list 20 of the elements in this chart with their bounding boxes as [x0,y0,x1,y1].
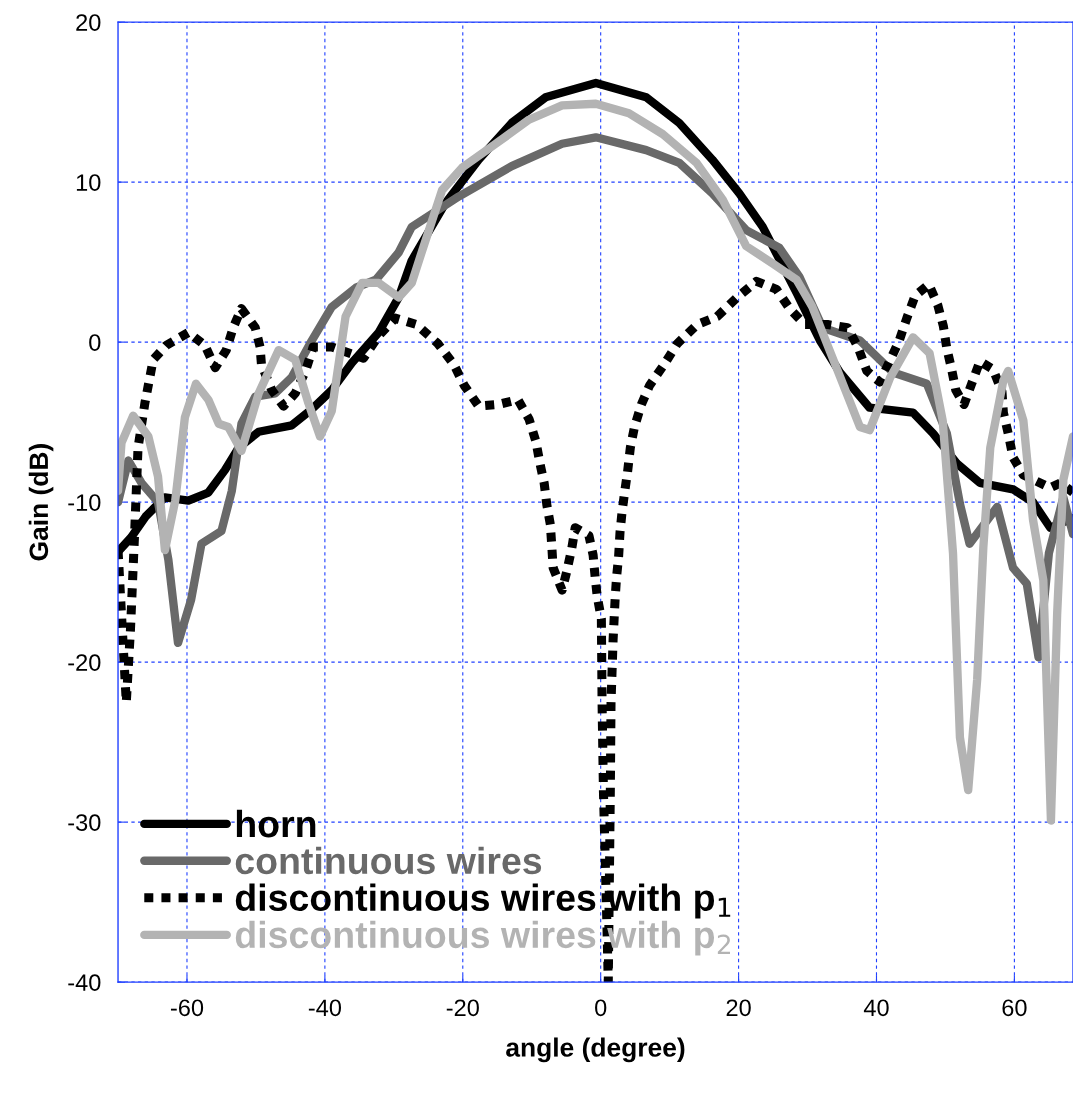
x-tick-label: -60 [170,999,204,1017]
y-axis-title: Gain (dB) [28,444,54,561]
x-tick-label: 20 [726,999,751,1017]
legend-label: horn [236,809,316,838]
x-tick-label: 60 [1002,999,1027,1017]
legend-label: discontinuous wires with p$_{2}$ [235,920,730,956]
x-tick-label: 0 [595,999,607,1017]
y-tick-label: -30 [68,814,101,831]
y-tick-label: 20 [76,14,101,31]
x-tick-label: -20 [446,999,479,1017]
x-tick-label: -40 [308,999,342,1017]
y-tick-label: 10 [76,174,101,191]
y-tick-label: -40 [68,974,101,991]
y-tick-label: -10 [68,494,101,511]
y-tick-label: 0 [89,334,101,351]
legend-label: discontinuous wires with p$_{1}$ [235,883,731,919]
legend-label: continuous wires [235,846,542,875]
x-tick-label: 40 [863,999,889,1017]
y-tick-label: -20 [68,654,101,671]
x-axis-title: angle (degree) [506,1037,685,1063]
